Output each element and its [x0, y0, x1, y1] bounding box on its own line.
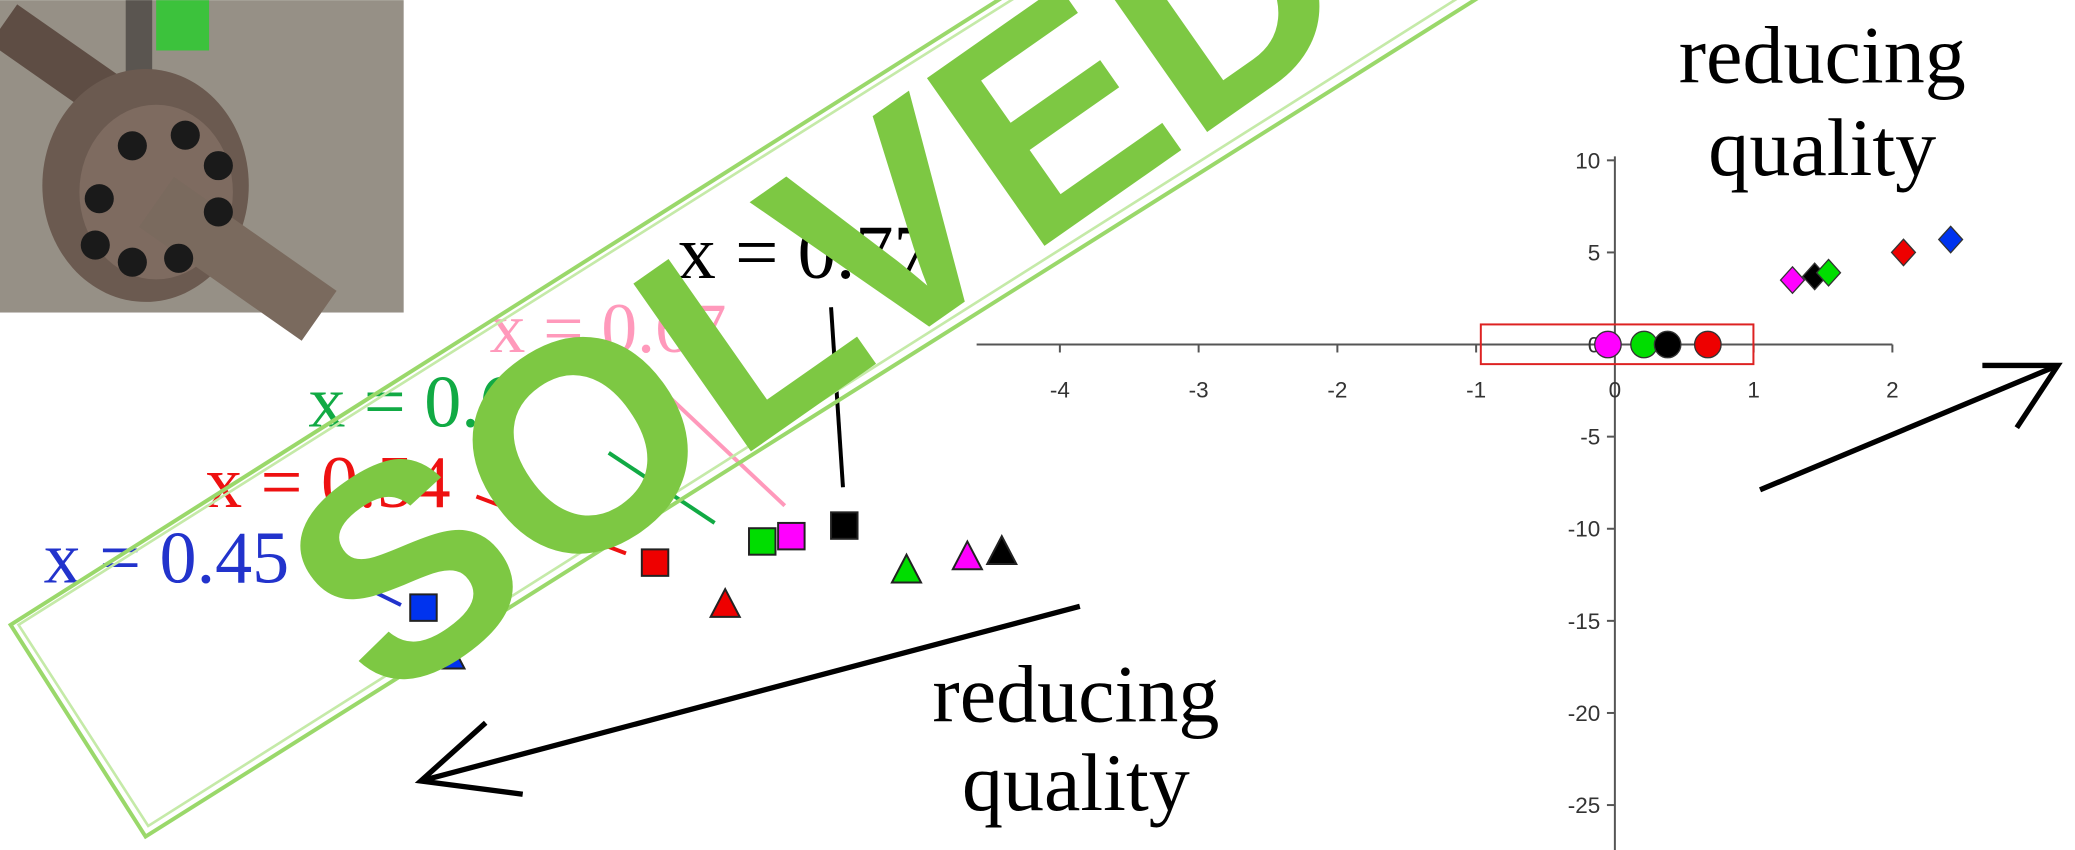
y-tick-label: -25 [1568, 793, 1601, 818]
y-tick-label: -15 [1568, 609, 1601, 634]
x-tick-label: 1 [1747, 377, 1760, 402]
x-tick-label: -3 [1189, 377, 1209, 402]
arrow [1760, 365, 2058, 489]
x-tick-label: -2 [1327, 377, 1347, 402]
canvas: x = 0.45 x = 0.54 x = 0.6 x = 0.67 x = 0… [0, 0, 2075, 850]
y-tick-label: -5 [1580, 425, 1600, 450]
x-tick-label: -1 [1466, 377, 1486, 402]
circle-marker [1654, 331, 1680, 357]
y-tick-label: 10 [1575, 148, 1600, 173]
x-tick-label: 2 [1886, 377, 1899, 402]
diamond-marker [1781, 267, 1805, 293]
caption: quality [962, 737, 1190, 828]
y-tick-label: 5 [1588, 240, 1601, 265]
page: { "left_panel": { "labels": ["x = 0.45",… [0, 0, 2075, 850]
stamp-text: SOLVED [228, 0, 1404, 762]
photo [0, 0, 404, 341]
circle-marker [1631, 331, 1657, 357]
diamond-marker [1939, 226, 1963, 252]
caption: reducing [932, 648, 1219, 739]
y-tick-label: -20 [1568, 701, 1601, 726]
diamond-marker [1892, 239, 1916, 265]
x-tick-label: -4 [1050, 377, 1070, 402]
circle-marker [1595, 331, 1621, 357]
x-tick-label: 0 [1609, 377, 1622, 402]
caption: reducing [1679, 9, 1966, 100]
caption: quality [1708, 102, 1936, 193]
circle-marker [1695, 331, 1721, 357]
y-tick-label: -10 [1568, 517, 1601, 542]
